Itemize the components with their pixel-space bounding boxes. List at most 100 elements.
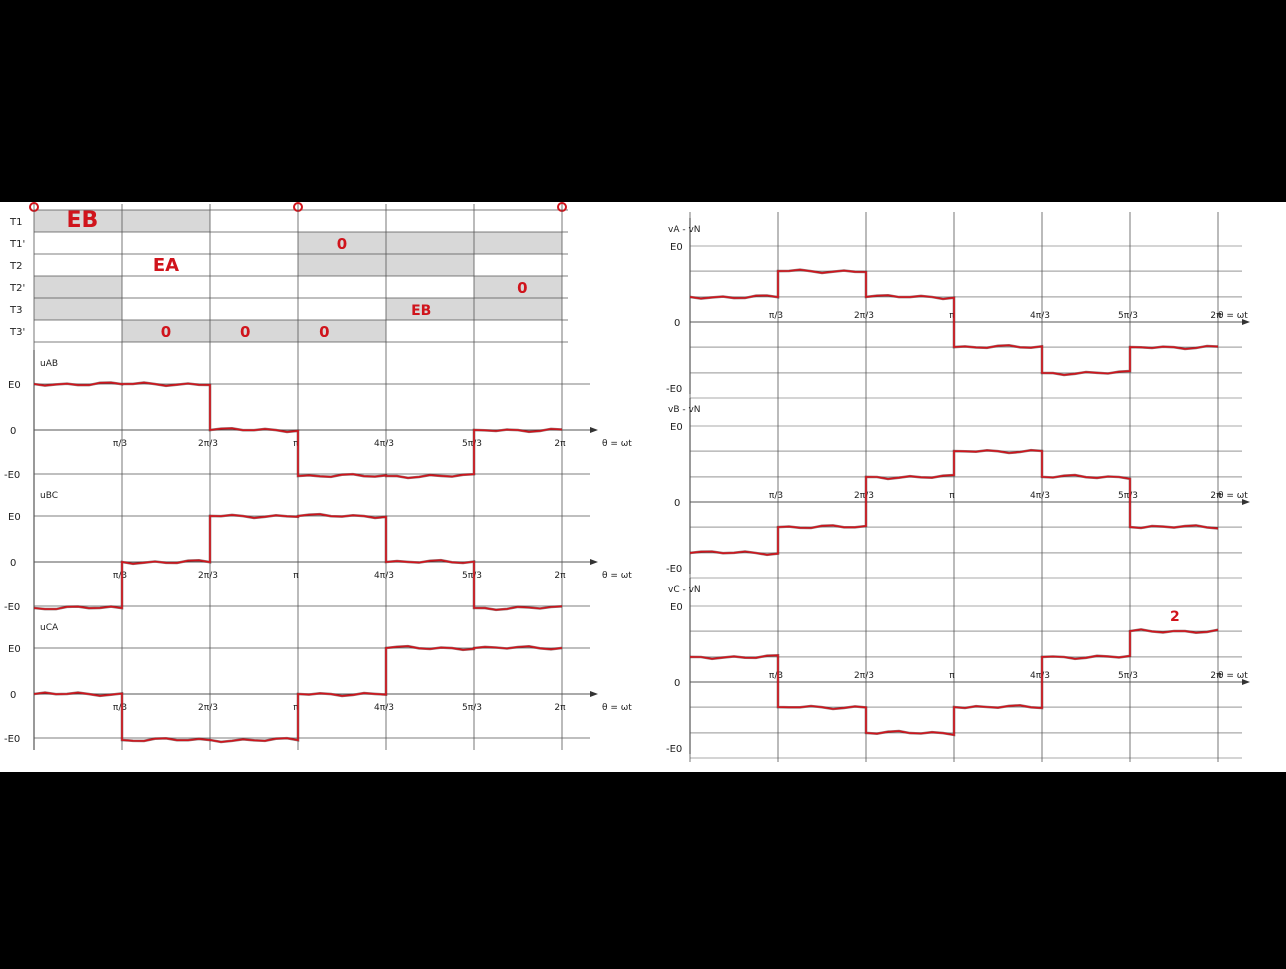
y-tick-zero: 0 xyxy=(10,690,16,701)
plot-label: vB - vN xyxy=(668,405,701,415)
waveform-uCA xyxy=(33,645,563,743)
y-tick-negE: -E0 xyxy=(666,384,682,395)
x-tick-label: 2π/3 xyxy=(198,703,218,713)
x-tick-label: 2π xyxy=(1210,311,1222,321)
y-tick-zero: 0 xyxy=(674,498,680,509)
y-tick-E: E0 xyxy=(8,380,21,391)
y-tick-E: E0 xyxy=(670,242,683,253)
x-tick-label: π xyxy=(293,439,299,449)
handwritten-annotation: EB xyxy=(67,208,99,233)
y-tick-negE: -E0 xyxy=(4,470,20,481)
handwritten-annotation: 0 xyxy=(240,323,250,341)
handwritten-annotation: 0 xyxy=(161,323,171,341)
handwritten-annotation: EA xyxy=(153,255,179,276)
switch-row-label: T3 xyxy=(9,305,22,316)
letterbox-top xyxy=(0,0,1286,202)
x-tick-label: π xyxy=(949,311,955,321)
x-tick-label: 2π/3 xyxy=(854,311,874,321)
x-axis-arrow xyxy=(590,427,598,433)
x-tick-label: π xyxy=(949,671,955,681)
x-axis-arrow xyxy=(1242,679,1250,685)
y-tick-negE: -E0 xyxy=(4,734,20,745)
x-tick-label: 4π/3 xyxy=(1030,311,1050,321)
switch-row-label: T1 xyxy=(9,217,22,228)
x-axis-label: θ = ωt xyxy=(602,571,632,581)
y-tick-zero: 0 xyxy=(10,558,16,569)
handwritten-annotation: 0 xyxy=(517,279,527,297)
waveform-vC-vN xyxy=(689,628,1219,736)
x-tick-label: 4π/3 xyxy=(374,703,394,713)
x-tick-label: 2π xyxy=(554,439,566,449)
x-tick-label: π/3 xyxy=(769,491,783,501)
x-axis-arrow xyxy=(590,691,598,697)
waveform-uAB xyxy=(33,381,563,479)
x-tick-label: 5π/3 xyxy=(1118,311,1138,321)
waveform-vB-vN xyxy=(689,449,1219,556)
switch-row-label: T2' xyxy=(9,283,25,294)
switch-on-interval xyxy=(34,298,122,320)
letterbox-bottom xyxy=(0,772,1286,969)
x-axis-label: θ = ωt xyxy=(1218,491,1248,501)
line-voltage-diagram: T1 T1' T2 T2' T3 T3' EB 0 EA 0 EB 0 0 0 uAB E0 0 -E0 π/3 2π… xyxy=(4,202,632,750)
switch-on-interval xyxy=(474,276,562,298)
y-tick-E: E0 xyxy=(670,422,683,433)
switch-on-interval xyxy=(34,276,122,298)
x-tick-label: π xyxy=(293,703,299,713)
x-axis-label: θ = ωt xyxy=(1218,671,1248,681)
x-tick-label: 5π/3 xyxy=(462,571,482,581)
x-tick-label: π xyxy=(293,571,299,581)
plot-label: uAB xyxy=(40,359,58,369)
x-tick-label: 2π/3 xyxy=(198,439,218,449)
left-waveform-panel: T1 T1' T2 T2' T3 T3' EB 0 EA 0 EB 0 0 0 uAB E0 0 -E0 π/3 2π… xyxy=(0,202,644,772)
x-axis-label: θ = ωt xyxy=(602,439,632,449)
handwritten-annotation: 0 xyxy=(337,235,347,253)
switch-on-interval xyxy=(122,320,386,342)
x-tick-label: 2π xyxy=(1210,491,1222,501)
plot-label: vC - vN xyxy=(668,585,701,595)
x-tick-label: 4π/3 xyxy=(1030,671,1050,681)
plot-label: vA - vN xyxy=(668,225,701,235)
x-axis-label: θ = ωt xyxy=(602,703,632,713)
x-tick-label: 4π/3 xyxy=(374,439,394,449)
x-tick-label: 2π xyxy=(554,571,566,581)
x-tick-label: 2π xyxy=(554,703,566,713)
plot-label: uCA xyxy=(40,623,59,633)
y-tick-zero: 0 xyxy=(674,678,680,689)
x-tick-label: 5π/3 xyxy=(1118,491,1138,501)
x-tick-label: 2π xyxy=(1210,671,1222,681)
switch-row-label: T1' xyxy=(9,239,25,250)
y-tick-negE: -E0 xyxy=(666,564,682,575)
x-tick-label: π/3 xyxy=(769,671,783,681)
waveform-uBC xyxy=(33,513,563,611)
y-tick-zero: 0 xyxy=(674,318,680,329)
x-tick-label: 2π/3 xyxy=(854,671,874,681)
y-tick-negE: -E0 xyxy=(4,602,20,613)
x-tick-label: π/3 xyxy=(769,311,783,321)
handwritten-annotation: EB xyxy=(411,303,431,319)
x-tick-label: 4π/3 xyxy=(374,571,394,581)
y-tick-E: E0 xyxy=(670,602,683,613)
x-tick-label: π/3 xyxy=(113,703,127,713)
handwritten-annotation: 2 xyxy=(1170,609,1180,625)
x-tick-label: 5π/3 xyxy=(462,439,482,449)
x-tick-label: 2π/3 xyxy=(198,571,218,581)
x-tick-label: 5π/3 xyxy=(1118,671,1138,681)
y-tick-negE: -E0 xyxy=(666,744,682,755)
switch-row-label: T3' xyxy=(9,327,25,338)
x-tick-label: 4π/3 xyxy=(1030,491,1050,501)
x-tick-label: 2π/3 xyxy=(854,491,874,501)
x-axis-label: θ = ωt xyxy=(1218,311,1248,321)
plot-label: uBC xyxy=(40,491,58,501)
x-axis-arrow xyxy=(1242,319,1250,325)
y-tick-E: E0 xyxy=(8,644,21,655)
waveform-vA-vN xyxy=(689,268,1219,376)
y-tick-zero: 0 xyxy=(10,426,16,437)
switch-on-interval xyxy=(298,232,562,254)
y-tick-E: E0 xyxy=(8,512,21,523)
right-waveform-panel: vA - vN E0 0 -E0 π/3 2π/3 π 4π/3 5π/3 2π θ = ωt vB … xyxy=(644,202,1286,772)
x-tick-label: π/3 xyxy=(113,439,127,449)
handwritten-annotation: 0 xyxy=(319,323,329,341)
switch-row-label: T2 xyxy=(9,261,22,272)
